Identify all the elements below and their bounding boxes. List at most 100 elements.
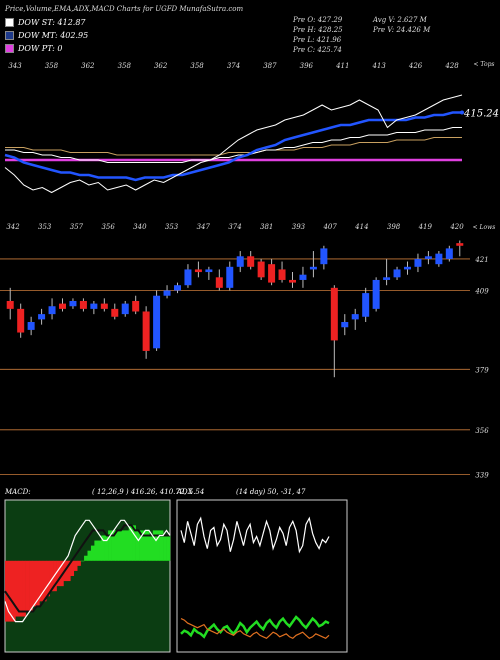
macd-histogram-bar — [97, 540, 102, 561]
macd-histogram-bar — [49, 560, 54, 592]
candle-body — [79, 300, 87, 309]
prev-low: Pre L: 421.96 — [293, 36, 342, 44]
price-right-title: < Lows — [473, 224, 496, 231]
candle-body — [48, 306, 56, 315]
ema-price-marker — [460, 110, 464, 115]
macd-histogram-bar — [11, 560, 16, 622]
macd-histogram-bar — [25, 560, 30, 612]
ema-top-tick: 358 — [45, 62, 59, 70]
price-right-label: 421 — [474, 256, 488, 264]
prev-volume: Pre V: 24.426 M — [373, 26, 431, 34]
candle-body — [111, 308, 119, 317]
adx-series-adx_main — [180, 516, 330, 554]
legend-dow-mt: DOW MT: 402.95 — [5, 30, 88, 41]
ema-top-tick: 343 — [8, 62, 22, 70]
macd-histogram-bar — [128, 525, 133, 561]
prev-open: Pre O: 427.29 — [293, 16, 343, 24]
macd-histogram-bar — [132, 525, 136, 561]
ema-top-tick: 426 — [408, 62, 423, 70]
ema-top-tick: 362 — [154, 62, 168, 70]
macd-histogram-bar — [56, 560, 61, 587]
candle-body — [372, 279, 380, 309]
macd-histogram-bar — [118, 530, 123, 561]
candle-body — [27, 322, 35, 330]
candle-body — [445, 248, 453, 259]
candle-body — [435, 253, 443, 265]
ema-price-label: 415.24 — [463, 109, 499, 120]
candle-body — [174, 285, 181, 291]
macd-values: ( 12,26,9 ) 416.26, 410.72, 5.54 — [92, 488, 204, 496]
ema-series-ema_fast — [4, 111, 462, 182]
macd-histogram-bar — [125, 530, 130, 561]
macd-histogram-bar — [159, 530, 164, 561]
candle-body — [268, 264, 276, 283]
macd-histogram-bar — [66, 560, 71, 582]
macd-histogram-bar — [35, 560, 40, 607]
macd-histogram-bar — [70, 560, 75, 576]
legend-dow-pt-swatch — [5, 44, 14, 53]
price-top-tick: 347 — [197, 223, 211, 231]
ema-top-tick: 411 — [335, 62, 349, 70]
candle-body — [121, 303, 129, 315]
price-panel: 421 409 379 356 339 < Lows 342 353 357 356 340 353 3… — [0, 223, 495, 479]
macd-histogram-bar — [77, 560, 81, 566]
macd-histogram-bar — [139, 530, 143, 561]
ema-top-tick: 374 — [227, 62, 240, 70]
legend-dow-st-label: DOW ST: 412.87 — [18, 18, 86, 27]
ema-right-title: < Tops — [473, 61, 494, 68]
legend-dow-mt-swatch — [5, 31, 14, 40]
price-top-tick: 353 — [165, 223, 179, 231]
adx-panel: ADX (14 day) 50, -31, 47 — [176, 488, 348, 653]
candle-body — [383, 277, 391, 280]
macd-histogram-bar — [115, 530, 119, 561]
candle-body — [6, 300, 14, 309]
price-top-tick: 342 — [6, 223, 20, 231]
legend-dow-st: DOW ST: 412.87 — [5, 17, 86, 28]
macd-histogram-bar — [18, 560, 23, 617]
ema-series-ema_slow — [5, 137, 462, 156]
macd-histogram-bar — [80, 560, 85, 562]
macd-histogram-bar — [8, 560, 13, 622]
price-top-tick: 419 — [418, 223, 433, 231]
macd-histogram-bar — [156, 530, 160, 561]
price-top-tick: 356 — [101, 223, 115, 231]
macd-histogram-bar — [73, 560, 78, 571]
price-top-tick: 357 — [70, 223, 84, 231]
candle-body — [17, 308, 25, 333]
price-top-tick: 420 — [449, 223, 464, 231]
chart-title: Price,Volume,EMA,ADX,MACD Charts for UGF… — [5, 5, 244, 13]
macd-histogram-bar — [15, 560, 20, 617]
candle-body — [404, 266, 411, 270]
candle-body — [226, 266, 234, 288]
legend-dow-mt-label: DOW MT: 402.95 — [18, 31, 89, 40]
macd-histogram-bar — [22, 560, 26, 617]
prev-close: Pre C: 425.74 — [293, 46, 342, 54]
adx-values: (14 day) 50, -31, 47 — [236, 488, 306, 496]
macd-histogram-bar — [166, 535, 171, 561]
candle-body — [247, 256, 255, 267]
candle-body — [330, 287, 338, 341]
candle-body — [100, 303, 108, 309]
adx-title: ADX — [176, 488, 194, 496]
ema-top-tick: 387 — [263, 62, 277, 70]
price-top-tick: 353 — [38, 223, 52, 231]
macd-histogram-bar — [104, 535, 109, 561]
candle-body — [153, 295, 161, 349]
ema-series-ema_mid — [5, 127, 462, 163]
price-right-label: 356 — [475, 427, 489, 435]
candle-body — [215, 277, 223, 288]
candle-body — [163, 290, 171, 296]
macd-histogram-bar — [42, 560, 47, 602]
candle-body — [289, 279, 296, 283]
candle-body — [257, 261, 265, 278]
ema-top-tick: 396 — [300, 62, 314, 70]
candle-body — [414, 258, 422, 267]
macd-histogram-bar — [87, 550, 92, 561]
price-top-tick: 381 — [260, 223, 273, 231]
macd-histogram-bar — [32, 560, 37, 607]
macd-panel: MACD: ( 12,26,9 ) 416.26, 410.72, 5.54 — [4, 488, 204, 653]
candle-body — [132, 300, 140, 312]
avg-volume: Avg V: 2.627 M — [373, 16, 427, 24]
macd-histogram-bar — [94, 540, 99, 561]
